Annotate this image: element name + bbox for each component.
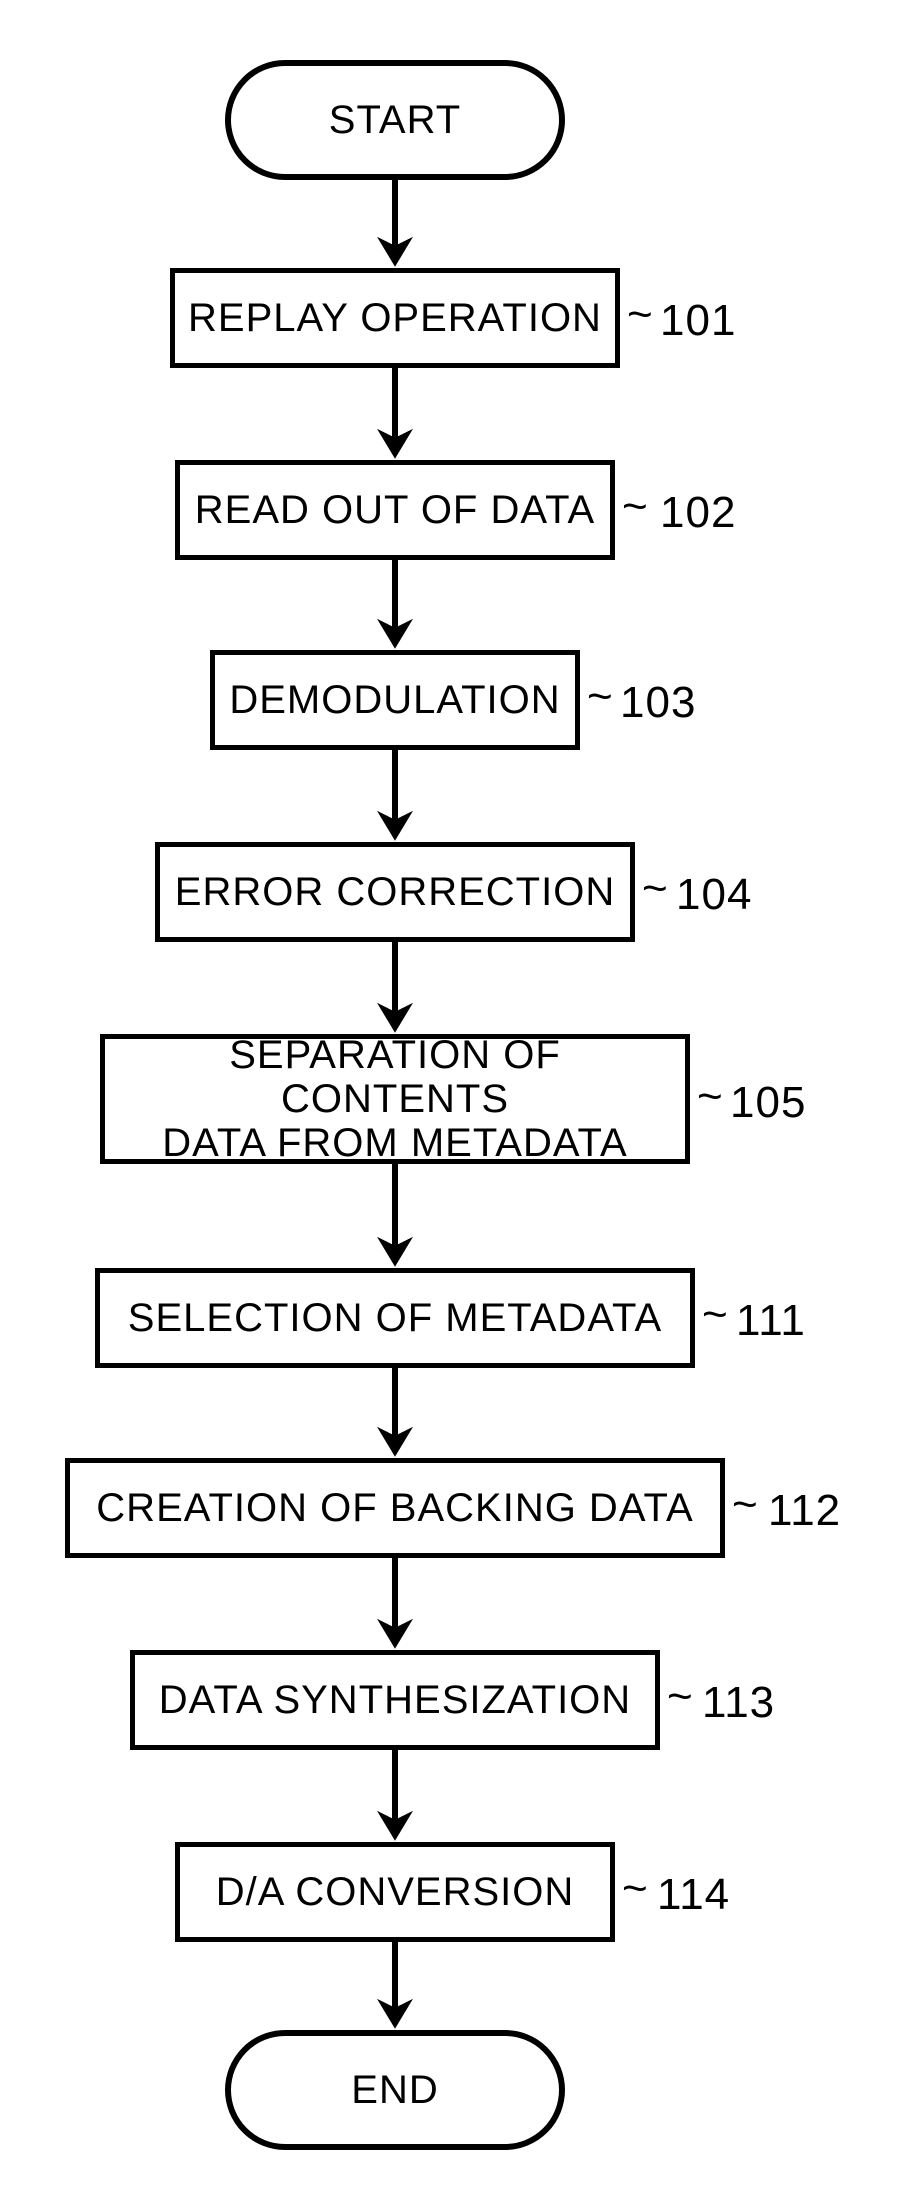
tilde-111: ~ [702, 1290, 728, 1340]
tilde-103: ~ [587, 672, 613, 722]
tilde-113: ~ [667, 1672, 693, 1722]
ref-105: 105 [730, 1078, 806, 1128]
tilde-105: ~ [697, 1072, 723, 1122]
node-label: SEPARATION OF CONTENTS DATA FROM METADAT… [113, 1033, 677, 1165]
node-n112: CREATION OF BACKING DATA [65, 1458, 725, 1558]
ref-113: 113 [702, 1678, 775, 1728]
tilde-112: ~ [732, 1480, 758, 1530]
ref-103: 103 [620, 678, 696, 728]
node-n111: SELECTION OF METADATA [95, 1268, 695, 1368]
node-label: ERROR CORRECTION [175, 870, 615, 914]
node-label: SELECTION OF METADATA [128, 1296, 662, 1340]
node-label: DATA SYNTHESIZATION [159, 1678, 631, 1722]
tilde-102: ~ [622, 482, 648, 532]
tilde-101: ~ [627, 290, 653, 340]
ref-111: 111 [736, 1296, 806, 1346]
node-n102: READ OUT OF DATA [175, 460, 615, 560]
node-n104: ERROR CORRECTION [155, 842, 635, 942]
node-label: START [329, 98, 461, 142]
node-start: START [225, 60, 565, 180]
node-label: END [351, 2068, 438, 2112]
node-label: CREATION OF BACKING DATA [96, 1486, 693, 1530]
ref-104: 104 [676, 870, 752, 920]
flowchart-canvas: STARTREPLAY OPERATION101~READ OUT OF DAT… [0, 0, 899, 2204]
node-n114: D/A CONVERSION [175, 1842, 615, 1942]
node-n105: SEPARATION OF CONTENTS DATA FROM METADAT… [100, 1034, 690, 1164]
node-label: D/A CONVERSION [216, 1870, 575, 1914]
ref-112: 112 [768, 1486, 841, 1536]
node-n113: DATA SYNTHESIZATION [130, 1650, 660, 1750]
node-label: DEMODULATION [229, 678, 560, 722]
tilde-104: ~ [642, 864, 668, 914]
node-label: READ OUT OF DATA [195, 488, 595, 532]
node-n101: REPLAY OPERATION [170, 268, 620, 368]
ref-101: 101 [660, 296, 736, 346]
tilde-114: ~ [622, 1864, 648, 1914]
node-label: REPLAY OPERATION [188, 296, 602, 340]
node-end: END [225, 2030, 565, 2150]
ref-102: 102 [660, 488, 736, 538]
node-n103: DEMODULATION [210, 650, 580, 750]
ref-114: 114 [657, 1870, 730, 1920]
